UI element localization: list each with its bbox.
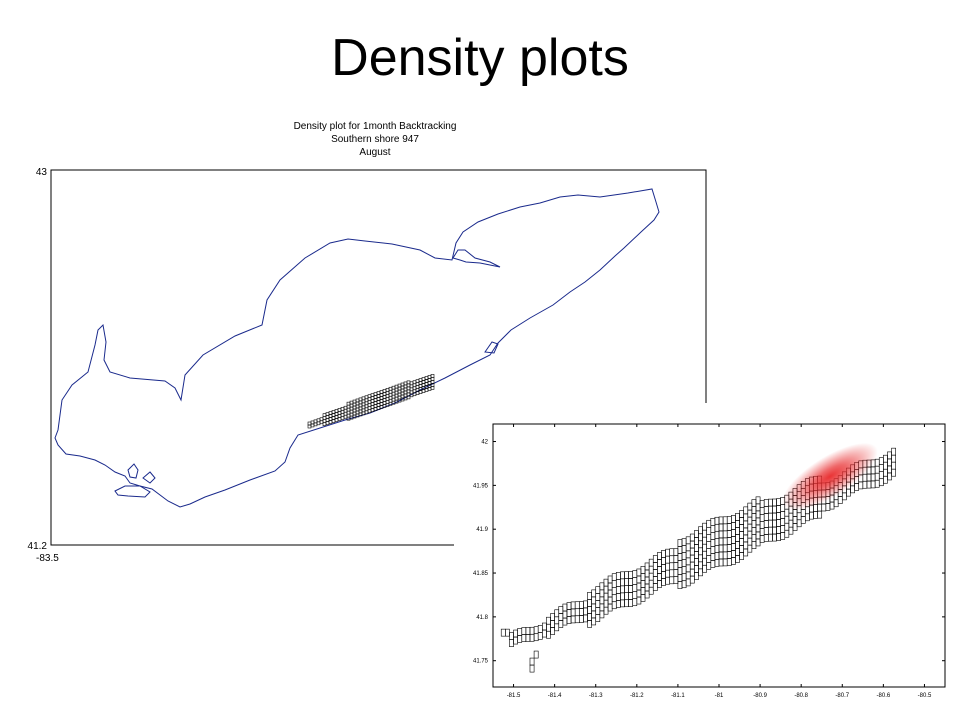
main-chart-title-line-2: Southern shore 947 <box>331 134 419 145</box>
main-chart-title-line-3: August <box>359 147 391 158</box>
inset-xtick-label: -81.4 <box>548 693 562 699</box>
slide-title: Density plots <box>331 29 629 87</box>
inset-ytick-label: 41.85 <box>473 571 489 577</box>
main-plot-frame <box>50 169 707 546</box>
inset-xtick-label: -80.5 <box>918 693 932 699</box>
main-density-cells <box>307 374 435 429</box>
inset-xtick-label: -80.8 <box>794 693 808 699</box>
island-3 <box>142 471 156 484</box>
island-1 <box>114 485 151 498</box>
inset-xtick-label: -81.1 <box>671 693 685 699</box>
main-chart-title-line-1: Density plot for 1month Backtracking <box>293 121 457 132</box>
inset-grid-cell <box>505 628 510 637</box>
inset-density-hotspot <box>782 442 878 511</box>
main-chart-title: Density plot for 1month Backtracking Sou… <box>255 120 495 159</box>
inset-ytick-label: 41.75 <box>473 659 489 665</box>
main-xtick-label-left: -83.5 <box>36 553 59 564</box>
inset-cell-grid <box>500 447 896 673</box>
inset-xtick-label: -81.5 <box>507 693 521 699</box>
inset-xtick-label: -80.9 <box>753 693 767 699</box>
lake-coastline <box>54 188 660 508</box>
inset-ytick-label: 41.9 <box>476 527 488 533</box>
inset-xtick-label: -81.2 <box>630 693 644 699</box>
inset-y-axis: 42 41.95 41.9 41.85 41.8 41.75 <box>473 440 945 665</box>
inset-grid-cell <box>891 447 896 456</box>
inset-xtick-label: -80.7 <box>835 693 849 699</box>
main-ytick-label-top: 43 <box>36 167 48 178</box>
island-2 <box>127 463 139 479</box>
inset-ytick-label: 41.8 <box>476 615 488 621</box>
inset-xtick-label: -81.3 <box>589 693 603 699</box>
inset-grid-cell <box>533 650 539 659</box>
main-density-cell <box>430 386 435 390</box>
harbor-inlet <box>484 341 499 354</box>
main-density-cell <box>406 395 411 400</box>
inset-x-axis: -81.5 -81.4 -81.3 -81.2 -81.1 -81 -80.9 -80.8 -8… <box>507 424 932 699</box>
inset-xtick-label: -80.6 <box>877 693 891 699</box>
bay-inlet <box>452 249 501 268</box>
main-ytick-label-bottom: 41.2 <box>28 541 48 552</box>
inset-xtick-label: -81 <box>715 693 724 699</box>
inset-grid-cell <box>529 664 535 673</box>
inset-ytick-label: 41.95 <box>473 483 489 489</box>
inset-ytick-label: 42 <box>481 440 488 446</box>
